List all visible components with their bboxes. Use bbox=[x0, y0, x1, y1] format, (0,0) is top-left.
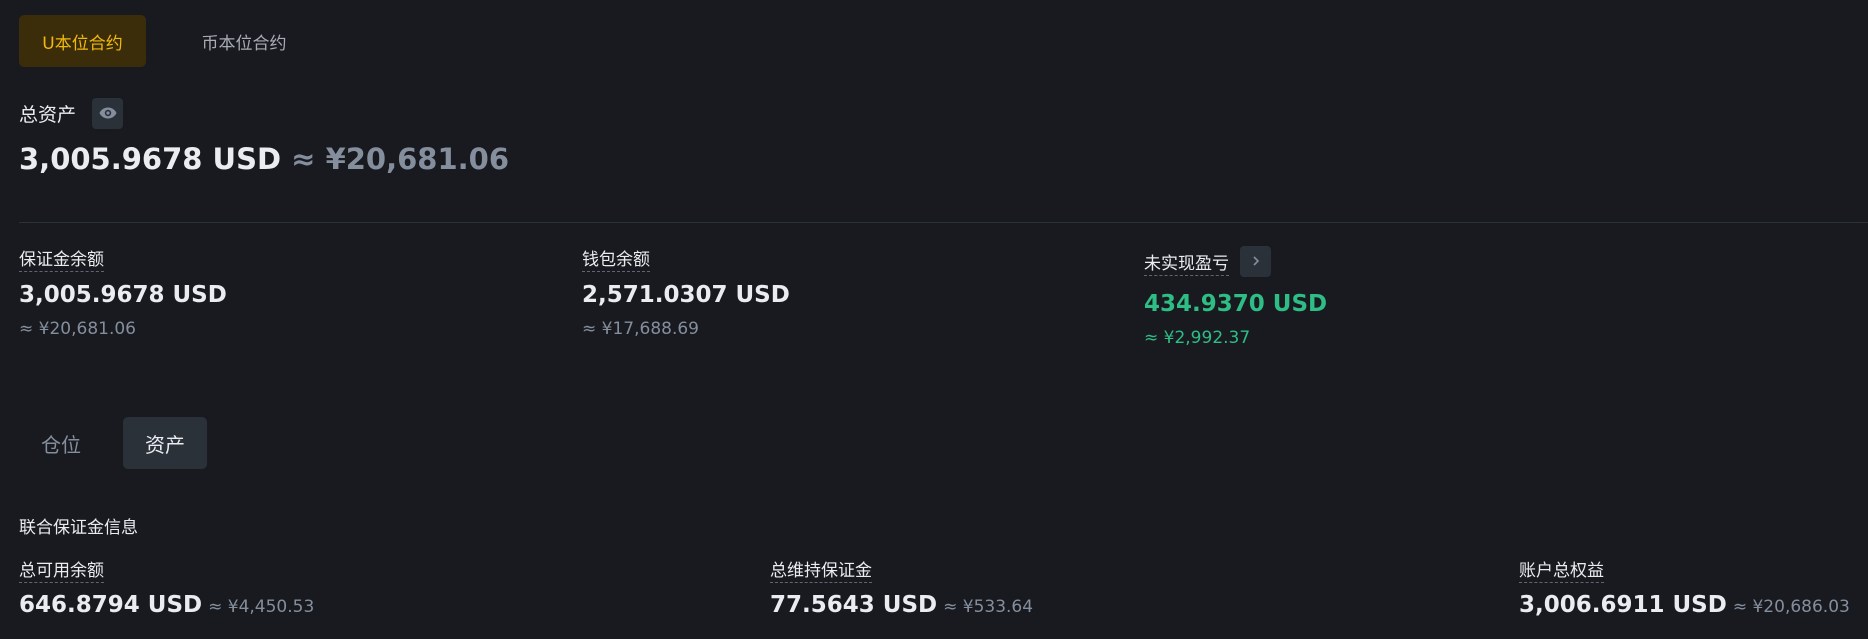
wallet-balance-cny: ≈ ¥17,688.69 bbox=[582, 319, 699, 339]
wallet-balance-value: 2,571.0307 USD bbox=[582, 282, 790, 308]
total-assets-label: 总资产 bbox=[19, 104, 77, 126]
tab-assets-label: 资产 bbox=[145, 432, 185, 457]
unrealized-pnl-cny: ≈ ¥2,992.37 bbox=[1144, 328, 1251, 348]
account-equity-block: 账户总权益 bbox=[1519, 556, 1604, 583]
account-equity-value: 3,006.6911 USD bbox=[1519, 592, 1727, 618]
account-equity-label[interactable]: 账户总权益 bbox=[1519, 561, 1604, 583]
unrealized-pnl-block: 未实现盈亏 bbox=[1144, 249, 1229, 276]
available-balance-row: 646.8794 USD ≈ ¥4,450.53 bbox=[19, 592, 314, 618]
account-equity-cny: ≈ ¥20,686.03 bbox=[1732, 597, 1850, 617]
maintenance-margin-label[interactable]: 总维持保证金 bbox=[770, 561, 872, 583]
tab-coin-m-futures[interactable]: 币本位合约 bbox=[186, 15, 302, 67]
available-balance-cny: ≈ ¥4,450.53 bbox=[208, 597, 315, 617]
maintenance-margin-block: 总维持保证金 bbox=[770, 556, 872, 583]
total-assets-usd: 3,005.9678 USD bbox=[19, 142, 282, 176]
total-assets-value: 3,005.9678 USD ≈ ¥20,681.06 bbox=[19, 142, 509, 176]
margin-balance-value: 3,005.9678 USD bbox=[19, 282, 227, 308]
unrealized-pnl-label[interactable]: 未实现盈亏 bbox=[1144, 254, 1229, 276]
chevron-right-icon bbox=[1251, 252, 1261, 271]
portfolio-margin-title: 联合保证金信息 bbox=[19, 518, 138, 538]
unrealized-pnl-details-button[interactable] bbox=[1240, 246, 1271, 277]
wallet-balance-label[interactable]: 钱包余额 bbox=[582, 250, 650, 272]
available-balance-label[interactable]: 总可用余额 bbox=[19, 561, 104, 583]
tab-positions-label: 仓位 bbox=[41, 432, 81, 457]
margin-balance-cny: ≈ ¥20,681.06 bbox=[19, 319, 136, 339]
tab-usdt-m-futures[interactable]: U本位合约 bbox=[19, 15, 146, 67]
toggle-visibility-button[interactable] bbox=[92, 98, 123, 129]
tab-positions[interactable]: 仓位 bbox=[19, 417, 103, 469]
maintenance-margin-row: 77.5643 USD ≈ ¥533.64 bbox=[770, 592, 1033, 618]
tab-coin-m-futures-label: 币本位合约 bbox=[201, 33, 287, 54]
tab-usdt-m-futures-label: U本位合约 bbox=[42, 33, 123, 54]
wallet-balance-block: 钱包余额 bbox=[582, 245, 650, 272]
total-assets-cny: ≈ ¥20,681.06 bbox=[291, 142, 510, 176]
maintenance-margin-value: 77.5643 USD bbox=[770, 592, 938, 618]
available-balance-block: 总可用余额 bbox=[19, 556, 104, 583]
eye-icon bbox=[99, 104, 117, 123]
unrealized-pnl-value: 434.9370 USD bbox=[1144, 291, 1328, 317]
tab-assets[interactable]: 资产 bbox=[123, 417, 207, 469]
maintenance-margin-cny: ≈ ¥533.64 bbox=[943, 597, 1034, 617]
margin-balance-label[interactable]: 保证金余额 bbox=[19, 250, 104, 272]
available-balance-value: 646.8794 USD bbox=[19, 592, 203, 618]
margin-balance-block: 保证金余额 bbox=[19, 245, 104, 272]
section-divider bbox=[19, 222, 1868, 223]
account-equity-row: 3,006.6911 USD ≈ ¥20,686.03 bbox=[1519, 592, 1850, 618]
